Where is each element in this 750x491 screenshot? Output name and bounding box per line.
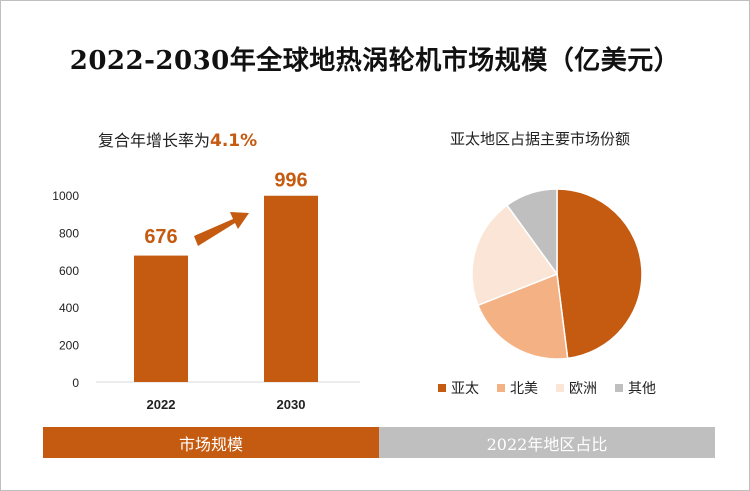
legend-item: 亚太: [438, 378, 479, 398]
pie-slice-1: [556, 188, 643, 360]
data-label-2030: 996: [274, 170, 307, 192]
footer-market-size: 市场规模: [43, 427, 379, 458]
x-tick-label: 2022: [147, 397, 176, 412]
legend-item: 其他: [615, 378, 656, 398]
legend-swatch: [438, 384, 446, 392]
y-tick-label: 600: [59, 264, 79, 278]
growth-arrow: [194, 212, 249, 246]
legend-label: 其他: [628, 381, 656, 397]
y-tick-label: 400: [59, 301, 79, 315]
legend-item: 北美: [497, 378, 538, 398]
bar-2030: [264, 195, 318, 382]
cagr-annotation: 复合年增长率为4.1%: [98, 127, 257, 151]
pie-legend: 亚太 北美 欧洲 其他: [438, 378, 656, 398]
cagr-label: 复合年增长率为: [98, 131, 211, 150]
legend-label: 北美: [510, 381, 538, 397]
pie-title: 亚太地区占据主要市场份额: [450, 130, 631, 148]
legend-swatch: [615, 384, 623, 392]
bar-2022: [134, 255, 188, 382]
y-tick-label: 0: [72, 376, 79, 390]
y-tick-label: 200: [59, 339, 79, 353]
legend-item: 欧洲: [556, 378, 597, 398]
data-label-2022: 676: [144, 226, 177, 248]
x-tick-label: 2030: [277, 397, 306, 412]
y-tick-label: 1000: [52, 189, 79, 203]
legend-swatch: [556, 384, 564, 392]
pie-slice-3: [471, 204, 559, 307]
pie-slice-4: [505, 188, 558, 277]
cagr-value: 4.1%: [210, 131, 258, 151]
legend-swatch: [497, 384, 505, 392]
pie-slice-2: [476, 272, 569, 360]
legend-label: 亚太: [451, 381, 479, 397]
footer-region-share: 2022年地区占比: [379, 427, 715, 458]
legend-label: 欧洲: [569, 381, 597, 397]
page-title: 2022-2030年全球地热涡轮机市场规模（亿美元）: [69, 46, 681, 76]
y-tick-label: 800: [59, 226, 79, 240]
